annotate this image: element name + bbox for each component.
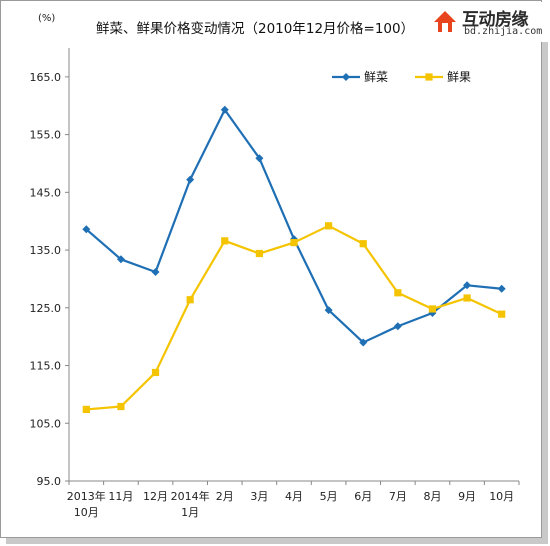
- data-point: [393, 322, 402, 331]
- y-tick-label: 125.0: [30, 302, 62, 315]
- data-point: [463, 294, 471, 302]
- legend-label: 鲜菜: [364, 70, 388, 84]
- legend-marker: [425, 73, 433, 81]
- y-tick-label: 135.0: [30, 244, 62, 257]
- data-point: [359, 338, 368, 347]
- x-tick-label: 6月: [354, 490, 372, 503]
- data-point: [221, 237, 229, 245]
- y-tick-label: 145.0: [30, 186, 62, 199]
- x-tick-label: 9月: [458, 490, 476, 503]
- watermark-name: 互动房缘: [462, 10, 529, 30]
- legend-item: 鲜果: [415, 70, 471, 84]
- legend: 鲜菜 鲜果: [332, 70, 471, 84]
- x-tick-label: 2月: [216, 490, 234, 503]
- x-tick-label: 8月: [423, 490, 441, 503]
- x-tick-label: 10月: [489, 490, 514, 503]
- x-tick-label: 10月: [74, 506, 99, 519]
- y-tick-label: 155.0: [30, 129, 62, 142]
- data-point: [359, 240, 367, 248]
- y-tick-label: 165.0: [30, 71, 62, 84]
- y-tick-label: 115.0: [30, 360, 62, 373]
- data-point: [186, 296, 194, 304]
- watermark-logo: 互动房缘 bd.zhijia.com: [428, 2, 550, 42]
- data-point: [497, 284, 506, 293]
- x-tick-label: 2013年: [67, 489, 106, 503]
- axes: 95.0 105.0 115.0 125.0 135.0 145.0 155.0 165.0 2…: [30, 48, 520, 519]
- chart-frame: [0, 0, 542, 538]
- data-point: [186, 175, 195, 184]
- y-unit-label: (%): [38, 13, 55, 24]
- x-tick-label: 1月: [181, 506, 199, 519]
- x-tick-label: 2014年: [171, 489, 210, 503]
- series-1: [82, 105, 506, 347]
- data-point: [117, 402, 125, 411]
- series-2: [82, 222, 506, 414]
- x-tick-label: 4月: [285, 490, 303, 503]
- x-tick-label: 12月: [143, 490, 168, 503]
- data-point: [428, 305, 437, 313]
- x-tick-label: 7月: [389, 490, 407, 503]
- legend-label: 鲜果: [447, 70, 471, 84]
- data-point: [220, 105, 229, 114]
- data-point: [498, 310, 506, 318]
- series-layer: [82, 105, 506, 414]
- legend-item: 鲜菜: [332, 70, 388, 84]
- data-point: [255, 154, 264, 163]
- data-point: [82, 405, 90, 414]
- y-tick-label: 95.0: [37, 475, 62, 488]
- series-line: [86, 224, 503, 411]
- x-tick-label: 3月: [250, 490, 268, 503]
- data-point: [325, 222, 333, 230]
- x-tick-label: 11月: [108, 490, 133, 503]
- legend-marker: [342, 73, 350, 81]
- data-point: [151, 368, 160, 377]
- frame-shadow-right: [542, 6, 548, 540]
- data-point: [82, 225, 91, 234]
- data-point: [116, 255, 125, 264]
- data-point: [151, 268, 160, 277]
- data-point: [255, 249, 263, 258]
- data-point: [324, 306, 333, 315]
- data-point: [290, 238, 298, 247]
- x-tick-label: 5月: [320, 490, 338, 503]
- y-tick-label: 105.0: [30, 417, 62, 430]
- frame-shadow-bottom: [6, 538, 548, 544]
- data-point: [394, 289, 402, 297]
- watermark-url: bd.zhijia.com: [464, 26, 543, 37]
- chart-title: 鲜菜、鲜果价格变动情况（2010年12月价格=100）: [96, 21, 414, 37]
- house-logo-icon: [434, 11, 456, 32]
- data-point: [463, 281, 472, 290]
